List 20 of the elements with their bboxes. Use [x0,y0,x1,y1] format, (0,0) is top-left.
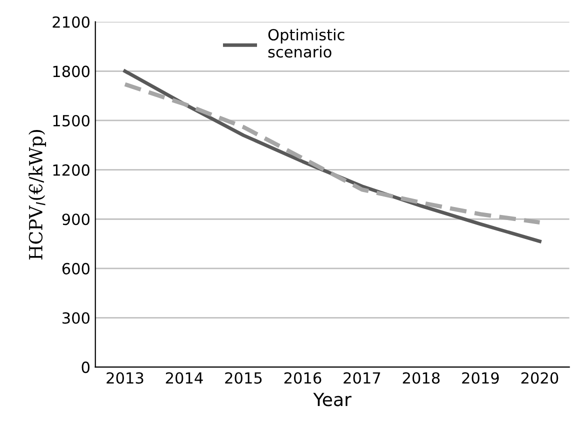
y-tick-label: 1500 [53,114,90,127]
x-axis-title: Year [313,392,352,406]
y-tick-label: 2100 [52,16,90,28]
x-tick-label: 2017 [344,372,380,384]
x-tick-label: 2015 [225,372,262,384]
x-tick-label: 2018 [402,372,440,384]
x-tick-label: 2019 [462,372,499,384]
line-series [122,82,542,224]
y-tick-label: 1800 [53,66,90,78]
y-tick-label: 0 [82,362,90,374]
x-tick-label: 2020 [521,372,558,384]
y-tick-label: 600 [62,262,90,274]
x-tick-label: 2016 [284,372,322,384]
y-tick-label: 1200 [53,164,90,176]
legend-label: Optimistic scenario [268,28,344,58]
x-tick-label: 2014 [166,372,203,384]
y-tick-label: 300 [62,312,90,324]
x-tick-label: 2013 [106,372,144,384]
y-tick-label: 900 [62,214,90,226]
y-axis-title: HCPV$_{I}$(€/kWp) [28,130,46,260]
